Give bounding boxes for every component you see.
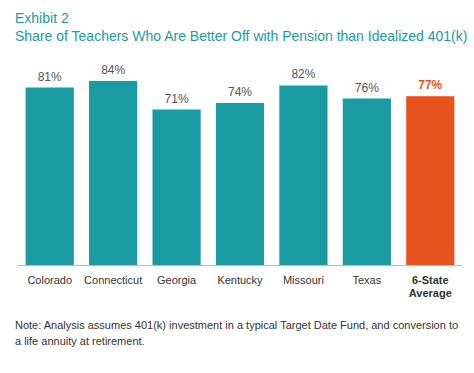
svg-text:Kentucky: Kentucky xyxy=(217,274,263,286)
svg-text:71%: 71% xyxy=(165,92,189,106)
svg-text:Exhibit 2: Exhibit 2 xyxy=(15,10,69,26)
svg-text:76%: 76% xyxy=(355,81,379,95)
svg-text:Georgia: Georgia xyxy=(157,274,197,286)
svg-text:6-State: 6-State xyxy=(412,274,449,286)
svg-text:Colorado: Colorado xyxy=(27,274,72,286)
svg-text:Note: Analysis assumes 401(k): Note: Analysis assumes 401(k) investment… xyxy=(15,319,461,331)
svg-text:81%: 81% xyxy=(38,70,62,84)
svg-text:Connecticut: Connecticut xyxy=(84,274,142,286)
svg-text:a life annuity at retirement.: a life annuity at retirement. xyxy=(15,335,145,347)
svg-text:82%: 82% xyxy=(291,67,315,81)
svg-text:Average: Average xyxy=(409,287,452,299)
svg-text:74%: 74% xyxy=(228,85,252,99)
svg-text:84%: 84% xyxy=(101,63,125,77)
svg-text:Texas: Texas xyxy=(352,274,381,286)
svg-text:Missouri: Missouri xyxy=(283,274,324,286)
svg-text:Share of Teachers Who Are Bett: Share of Teachers Who Are Better Off wit… xyxy=(15,28,467,44)
svg-text:77%: 77% xyxy=(418,78,442,92)
